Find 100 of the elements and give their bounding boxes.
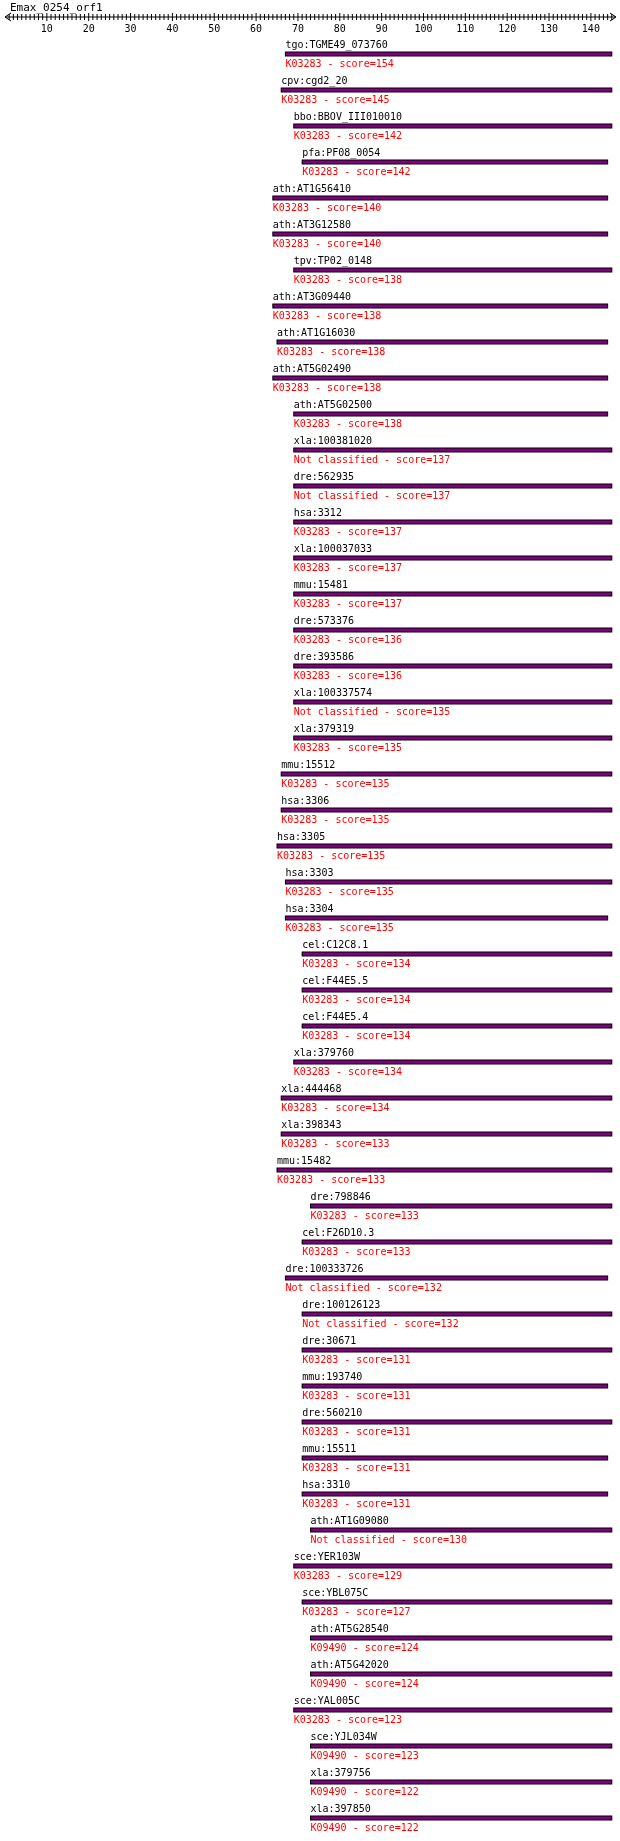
annotation: Not classified - score=137	[293, 454, 451, 465]
y-tick-label: pfa:PF08_0054	[302, 147, 381, 159]
annotation: K03283 - score=135	[281, 814, 390, 825]
y-tick-label: hsa:3303	[285, 867, 334, 878]
annotation: Not classified - score=130	[310, 1534, 468, 1545]
y-tick-label: cel:F26D10.3	[302, 1227, 375, 1238]
annotation: K03283 - score=154	[285, 58, 394, 69]
y-tick-label: xla:444468	[281, 1083, 342, 1094]
annotation: Not classified - score=132	[285, 1282, 442, 1293]
annotation: K03283 - score=131	[302, 1426, 411, 1437]
annotation: K03283 - score=137	[293, 526, 403, 537]
y-tick-label: ath:AT5G02500	[293, 399, 373, 410]
annotation: K03283 - score=134	[281, 1102, 390, 1113]
annotation: K03283 - score=135	[285, 922, 394, 933]
x-tick-label: 130	[540, 23, 559, 34]
y-tick-label: cel:F44E5.4	[302, 1011, 369, 1022]
annotation: K03283 - score=134	[302, 994, 411, 1005]
annotation: Not classified - score=137	[293, 490, 451, 501]
y-tick-label: mmu:193740	[302, 1371, 363, 1382]
annotation: K03283 - score=138	[272, 310, 382, 321]
annotation: K03283 - score=140	[272, 202, 382, 213]
y-tick-label: ath:AT5G02490	[272, 363, 352, 374]
annotation: K03283 - score=138	[277, 346, 386, 357]
y-tick-label: xla:379760	[293, 1047, 354, 1058]
y-tick-label: xla:379756	[310, 1767, 371, 1778]
annotation: K03283 - score=135	[281, 778, 390, 789]
chart-title: Emax_0254_orf1	[10, 1, 103, 14]
annotation: K09490 - score=123	[310, 1750, 419, 1761]
annotation: K03283 - score=138	[293, 418, 403, 429]
y-tick-label: dre:100126123	[302, 1299, 381, 1310]
annotation: K03283 - score=138	[272, 382, 382, 393]
y-tick-label: mmu:15511	[302, 1443, 357, 1454]
y-tick-label: hsa:3306	[281, 795, 330, 806]
y-tick-label: xla:398343	[281, 1119, 342, 1130]
x-tick-label: 50	[208, 23, 221, 34]
y-tick-label: hsa:3304	[285, 903, 334, 914]
annotation: Not classified - score=135	[293, 706, 451, 717]
x-tick-label: 110	[456, 23, 475, 34]
y-tick-label: xla:397850	[310, 1803, 371, 1814]
x-tick-label: 10	[40, 23, 53, 34]
y-tick-label: dre:393586	[293, 651, 354, 662]
annotation: K03283 - score=135	[285, 886, 394, 897]
y-tick-label: tpv:TP02_0148	[293, 255, 373, 267]
x-tick-label: 60	[250, 23, 263, 34]
y-tick-label: dre:560210	[302, 1407, 363, 1418]
x-tick-label: 80	[333, 23, 346, 34]
y-tick-label: ath:AT1G56410	[272, 183, 352, 194]
y-tick-label: hsa:3310	[302, 1479, 351, 1490]
annotation: K03283 - score=133	[277, 1174, 386, 1185]
y-tick-label: mmu:15512	[281, 759, 336, 770]
annotation: K03283 - score=134	[293, 1066, 403, 1077]
annotation: Not classified - score=132	[302, 1318, 459, 1329]
y-tick-label: hsa:3312	[293, 507, 342, 518]
y-tick-label: ath:AT1G16030	[277, 327, 356, 338]
annotation: K03283 - score=133	[310, 1210, 419, 1221]
annotation: K03283 - score=135	[277, 850, 386, 861]
y-tick-label: xla:100337574	[293, 687, 373, 698]
annotation: K03283 - score=127	[302, 1606, 411, 1617]
x-tick-label: 120	[498, 23, 517, 34]
annotation: K03283 - score=129	[293, 1570, 403, 1581]
y-tick-label: dre:573376	[293, 615, 354, 626]
x-tick-label: 70	[291, 23, 304, 34]
y-tick-label: tgo:TGME49_073760	[285, 39, 388, 51]
annotation: K03283 - score=135	[293, 742, 403, 753]
annotation: K09490 - score=124	[310, 1642, 419, 1653]
y-tick-label: cel:C12C8.1	[302, 939, 369, 950]
x-tick-label: 30	[124, 23, 137, 34]
annotation: K03283 - score=131	[302, 1390, 411, 1401]
y-tick-label: sce:YJL034W	[310, 1731, 378, 1742]
y-tick-label: dre:798846	[310, 1191, 371, 1202]
annotation: K03283 - score=136	[293, 634, 403, 645]
annotation: K09490 - score=122	[310, 1786, 419, 1797]
y-tick-label: cpv:cgd2_20	[281, 75, 348, 87]
annotation: K03283 - score=134	[302, 958, 411, 969]
y-tick-label: ath:AT3G09440	[272, 291, 352, 302]
y-tick-label: mmu:15481	[293, 579, 348, 590]
annotation: K03283 - score=136	[293, 670, 403, 681]
y-tick-label: dre:100333726	[285, 1263, 364, 1274]
annotation: K03283 - score=137	[293, 598, 403, 609]
y-tick-label: xla:379319	[293, 723, 354, 734]
annotation: K03283 - score=133	[302, 1246, 411, 1257]
annotation: K03283 - score=142	[293, 130, 403, 141]
y-tick-label: sce:YAL005C	[293, 1695, 360, 1706]
annotation: K09490 - score=124	[310, 1678, 419, 1689]
annotation: K03283 - score=145	[281, 94, 390, 105]
y-tick-label: ath:AT3G12580	[272, 219, 352, 230]
y-tick-label: xla:100381020	[293, 435, 373, 446]
annotation: K03283 - score=140	[272, 238, 382, 249]
y-tick-label: ath:AT5G28540	[310, 1623, 389, 1634]
annotation: K03283 - score=138	[293, 274, 403, 285]
y-tick-label: cel:F44E5.5	[302, 975, 369, 986]
y-tick-label: ath:AT5G42020	[310, 1659, 389, 1670]
y-tick-label: hsa:3305	[277, 831, 326, 842]
y-tick-label: mmu:15482	[277, 1155, 332, 1166]
x-tick-label: 100	[414, 23, 433, 34]
x-tick-label: 90	[375, 23, 388, 34]
x-tick-label: 40	[166, 23, 179, 34]
y-tick-label: dre:30671	[302, 1335, 357, 1346]
y-tick-label: dre:562935	[293, 471, 354, 482]
y-tick-label: sce:YBL075C	[302, 1587, 369, 1598]
